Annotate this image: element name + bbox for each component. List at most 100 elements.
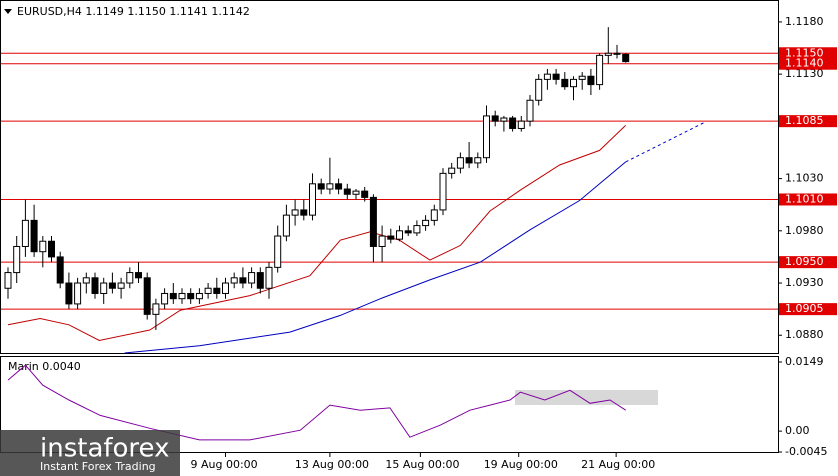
- line-series: [124, 161, 627, 354]
- candle-body: [282, 214, 290, 237]
- logo-box: [0, 430, 180, 476]
- candle-body: [439, 172, 447, 211]
- plot: 1.1180 1.1130 1.1030 1.0980 1.0930 1.0880 1.11…: [1, 15, 837, 471]
- level-label: 1.0950: [785, 255, 824, 268]
- candle-body: [561, 78, 569, 88]
- line-series: [7, 364, 626, 441]
- x-tick-label: 15 Aug 00:00: [385, 458, 459, 471]
- candle-body: [65, 282, 73, 305]
- candle-body: [613, 52, 621, 55]
- candle-body: [152, 303, 160, 315]
- candle-body: [222, 282, 229, 294]
- candle-body: [596, 54, 604, 86]
- y-tick-label: 1.0930: [785, 276, 824, 289]
- candle-body: [143, 277, 151, 315]
- candle-body: [578, 75, 586, 80]
- level-label: 1.1150: [785, 46, 824, 59]
- candle-body: [265, 266, 273, 289]
- level-box: [779, 115, 837, 128]
- candle-body: [587, 75, 595, 86]
- candle-body: [274, 235, 282, 268]
- level-box: [779, 256, 837, 269]
- candle-body: [195, 292, 203, 300]
- level-box: [779, 57, 837, 70]
- candle-body: [352, 190, 360, 195]
- y-tick-label: 1.0980: [785, 224, 824, 237]
- candle-body: [448, 167, 456, 174]
- indicator-frame: [0, 356, 779, 453]
- candle-body: [126, 272, 134, 284]
- candle-body: [413, 225, 421, 234]
- candle-body: [509, 117, 517, 129]
- candle-body: [21, 219, 29, 247]
- candle-body: [48, 240, 55, 258]
- candle-body: [108, 282, 116, 289]
- level-box: [779, 303, 837, 316]
- candle-body: [135, 272, 142, 279]
- candle-body: [570, 78, 577, 88]
- candle-body: [361, 190, 369, 198]
- candle-body: [169, 292, 177, 300]
- candle-body: [465, 157, 473, 164]
- candle-body: [91, 277, 99, 294]
- candle-body: [483, 115, 490, 159]
- candle-body: [13, 245, 21, 274]
- candle-body: [30, 219, 38, 253]
- main-frame: [0, 0, 779, 354]
- line-series: [625, 121, 706, 163]
- x-tick-label: 21 Aug 00:00: [581, 458, 655, 471]
- level-label: 1.1085: [785, 114, 824, 127]
- candle-body: [161, 292, 169, 305]
- candle-body: [178, 292, 186, 300]
- y-tick-label: 0.00: [785, 424, 810, 437]
- level-box: [779, 47, 837, 60]
- candle-body: [535, 78, 543, 101]
- candle-body: [309, 183, 316, 216]
- candle-body: [526, 99, 534, 122]
- candle-body: [39, 240, 47, 253]
- candle-body: [517, 120, 525, 129]
- candle-body: [474, 157, 482, 164]
- level-label: 1.0905: [785, 302, 824, 315]
- candle-body: [230, 277, 238, 284]
- candle-body: [335, 183, 343, 190]
- level-box: [779, 193, 837, 206]
- y-tick-label: 1.0880: [785, 328, 824, 341]
- shade-box: [515, 390, 658, 405]
- candle-body: [248, 272, 256, 284]
- candle-body: [4, 272, 12, 289]
- candle-body: [82, 277, 90, 284]
- menu-arrow: [4, 9, 12, 14]
- candle-body: [256, 272, 264, 289]
- candle-body: [404, 230, 412, 234]
- candle-body: [622, 53, 630, 63]
- candle-body: [604, 52, 612, 56]
- logo-brand: instaforex: [40, 434, 169, 464]
- x-tick-label: 19 Aug 00:00: [484, 458, 558, 471]
- candle-body: [552, 73, 560, 80]
- candle-body: [422, 219, 430, 227]
- candle-body: [74, 282, 82, 305]
- x-tick-label: 9 Aug 00:00: [191, 458, 258, 471]
- candle-body: [369, 196, 377, 247]
- candle-body: [291, 209, 299, 216]
- candle-body: [187, 292, 195, 300]
- indicator-title: Marin 0.0040: [8, 360, 81, 373]
- candle-body: [343, 188, 351, 195]
- candle-body: [456, 157, 464, 169]
- line-series: [7, 124, 627, 342]
- candle-body: [500, 117, 508, 122]
- y-tick-label: 0.0149: [785, 355, 824, 368]
- y-tick-label: 1.1130: [785, 67, 824, 80]
- candle-body: [239, 277, 247, 284]
- candle-body: [317, 183, 325, 190]
- candle-body: [300, 209, 308, 216]
- x-tick-label: 13 Aug 00:00: [295, 458, 369, 471]
- candle-body: [56, 256, 64, 284]
- candle-body: [204, 287, 212, 294]
- logo-tagline: Instant Forex Trading: [40, 460, 156, 473]
- candle-body: [378, 235, 386, 247]
- y-tick-label: 1.1030: [785, 172, 824, 185]
